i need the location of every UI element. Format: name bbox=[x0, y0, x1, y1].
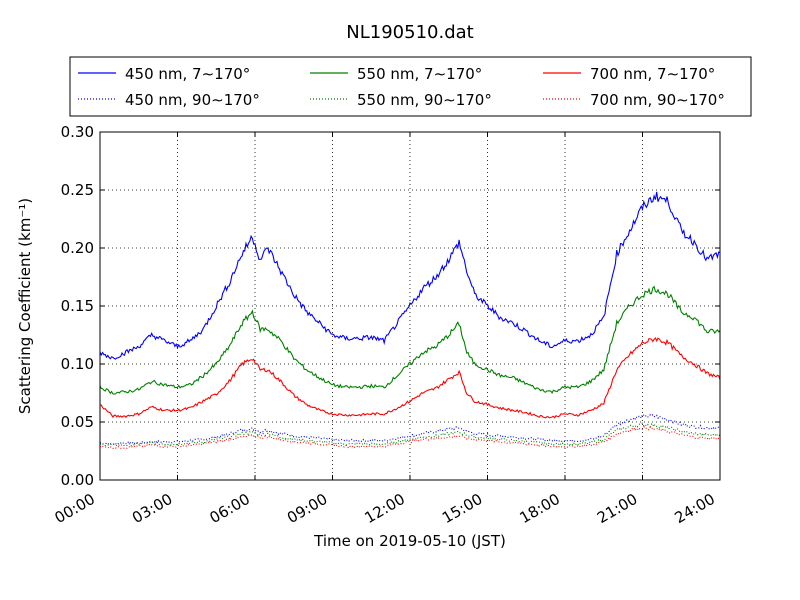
x-tick-label: 06:00 bbox=[207, 490, 253, 527]
legend-label-3: 450 nm, 90∼170° bbox=[125, 91, 260, 109]
y-tick-label: 0.25 bbox=[61, 181, 94, 199]
y-tick-label: 0.00 bbox=[61, 471, 94, 489]
series-line-5 bbox=[99, 425, 721, 450]
y-tick-label: 0.05 bbox=[61, 413, 94, 431]
legend-label-2: 700 nm, 7∼170° bbox=[590, 65, 715, 83]
y-tick-label: 0.10 bbox=[61, 355, 94, 373]
series-line-4 bbox=[99, 422, 721, 447]
legend-box bbox=[69, 56, 752, 117]
x-tick-label: 12:00 bbox=[362, 490, 408, 527]
grid-lines bbox=[100, 132, 720, 480]
y-tick-label: 0.15 bbox=[61, 297, 94, 315]
legend-label-1: 550 nm, 7∼170° bbox=[357, 65, 482, 83]
y-tick-label: 0.30 bbox=[61, 123, 94, 141]
y-tick-label: 0.20 bbox=[61, 239, 94, 257]
x-tick-label: 00:00 bbox=[52, 490, 98, 527]
x-tick-label: 21:00 bbox=[594, 490, 640, 527]
x-tick-label: 03:00 bbox=[129, 490, 175, 527]
y-axis-label: Scattering Coefficient (km⁻¹) bbox=[16, 198, 34, 414]
legend-label-4: 550 nm, 90∼170° bbox=[357, 91, 492, 109]
x-tick-label: 24:00 bbox=[672, 490, 718, 527]
series-line-2 bbox=[99, 337, 721, 419]
x-tick-label: 15:00 bbox=[439, 490, 485, 527]
series-line-3 bbox=[100, 413, 721, 446]
legend: 450 nm, 7∼170° 550 nm, 7∼170° 700 nm, 7∼17… bbox=[69, 56, 752, 117]
plot-lines bbox=[99, 191, 721, 450]
x-axis-label: Time on 2019-05-10 (JST) bbox=[313, 532, 506, 550]
series-line-0 bbox=[99, 191, 721, 360]
x-tick-label: 09:00 bbox=[284, 490, 330, 527]
series-line-1 bbox=[99, 285, 721, 395]
legend-label-0: 450 nm, 7∼170° bbox=[125, 65, 250, 83]
chart-title: NL190510.dat bbox=[346, 22, 473, 43]
x-tick-label: 18:00 bbox=[517, 490, 563, 527]
legend-label-5: 700 nm, 90∼170° bbox=[590, 91, 725, 109]
axis-ticks: 00:00 03:00 06:00 09:00 12:00 15:00 18:00 21:00… bbox=[52, 123, 721, 527]
